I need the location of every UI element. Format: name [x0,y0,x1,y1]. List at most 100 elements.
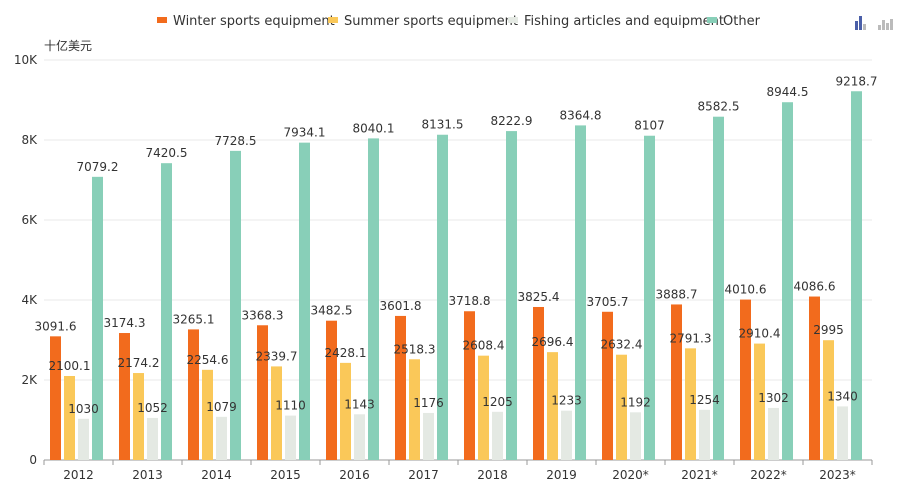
data-label: 9218.7 [836,74,878,88]
bar[interactable] [395,315,406,460]
legend-item[interactable]: Winter sports equipment [157,14,335,29]
data-label: 7420.5 [146,146,188,160]
legend-swatch [328,17,338,23]
bar[interactable] [285,415,296,460]
bar[interactable] [299,142,310,461]
bar[interactable] [547,352,558,460]
data-label: 2696.4 [532,335,574,349]
bar[interactable] [78,418,89,460]
data-label: 3265.1 [173,312,215,326]
bar[interactable] [671,304,682,460]
data-label: 8040.1 [353,121,395,135]
bar[interactable] [616,354,627,460]
bar[interactable] [119,333,130,460]
data-label: 2339.7 [256,349,298,363]
bar[interactable] [147,417,158,460]
bar-chart-alt-icon[interactable] [877,15,893,31]
bar[interactable] [64,375,75,460]
bar[interactable] [851,91,862,460]
bar[interactable] [202,369,213,460]
bar[interactable] [644,135,655,460]
bar[interactable] [340,362,351,460]
data-label: 3718.8 [449,294,491,308]
legend-item[interactable]: Fishing articles and equipment [508,14,724,29]
data-label: 2254.6 [187,353,229,367]
bar[interactable] [437,134,448,461]
x-tick-label: 2019 [546,468,577,482]
bar[interactable] [50,336,61,460]
y-tick-label: 6K [21,213,38,227]
bar[interactable] [216,416,227,460]
x-tick-label: 2023* [819,468,856,482]
bar[interactable] [768,407,779,460]
x-tick-label: 2020* [612,468,649,482]
bar[interactable] [561,410,572,460]
bar[interactable] [685,348,696,460]
bar[interactable] [478,355,489,460]
data-label: 1030 [68,402,99,416]
bar[interactable] [92,176,103,460]
data-label: 2995 [813,323,844,337]
data-label: 2608.4 [463,339,505,353]
bar[interactable] [809,296,820,460]
legend-item[interactable]: Summer sports equipment [328,14,518,29]
data-label: 7934.1 [284,126,326,140]
x-tick-label: 2017 [408,468,439,482]
bar[interactable] [133,373,144,460]
y-tick-label: 8K [21,133,38,147]
legend: Winter sports equipment Summer sports equ… [0,14,908,32]
bar[interactable] [699,409,710,460]
data-label: 2428.1 [325,346,367,360]
bar[interactable] [823,340,834,460]
legend-swatch [707,17,717,23]
data-label: 8944.5 [767,85,809,99]
bar[interactable] [754,343,765,460]
bar[interactable] [837,406,848,460]
data-label: 1205 [482,395,513,409]
bar[interactable] [782,102,793,460]
unit-label: 十亿美元 [44,39,93,53]
bar[interactable] [188,329,199,460]
legend-swatch [508,17,518,23]
data-label: 2518.3 [394,342,436,356]
legend-label: Fishing articles and equipment [524,14,725,29]
bar[interactable] [533,306,544,460]
bar[interactable] [326,320,337,460]
data-label: 2632.4 [601,338,643,352]
data-label: 8131.5 [422,118,464,132]
y-tick-label: 0 [29,453,37,467]
bar[interactable] [713,116,724,460]
data-label: 4010.6 [725,283,767,297]
bar[interactable] [506,131,517,461]
x-axis: 2012 2013 2014 2015 2016 2017 2018 2019 2020* 202… [43,460,873,482]
bar[interactable] [257,325,268,460]
bar[interactable] [230,150,241,461]
y-tick-label: 4K [21,293,38,307]
bar[interactable] [368,138,379,460]
bar[interactable] [492,411,503,460]
data-label: 2910.4 [739,327,781,341]
data-label: 3705.7 [587,295,629,309]
x-tick-label: 2018 [477,468,508,482]
legend-item[interactable]: Other [707,14,760,29]
legend-label: Other [723,14,760,29]
bar[interactable] [630,412,641,460]
x-tick-label: 2015 [270,468,301,482]
bar-chart-icon[interactable] [853,15,869,31]
data-label: 8364.8 [560,108,602,122]
bar[interactable] [423,412,434,460]
bar[interactable] [161,163,172,460]
bar[interactable] [575,125,586,461]
bar[interactable] [354,414,365,460]
x-tick-label: 2016 [339,468,370,482]
bar[interactable] [409,359,420,460]
data-label: 1079 [206,400,237,414]
x-tick-label: 2014 [201,468,232,482]
y-tick-label: 10K [14,53,38,67]
bar[interactable] [464,311,475,460]
bar[interactable] [740,299,751,460]
data-label: 1233 [551,394,582,408]
bar[interactable] [271,366,282,460]
bar[interactable] [602,311,613,460]
